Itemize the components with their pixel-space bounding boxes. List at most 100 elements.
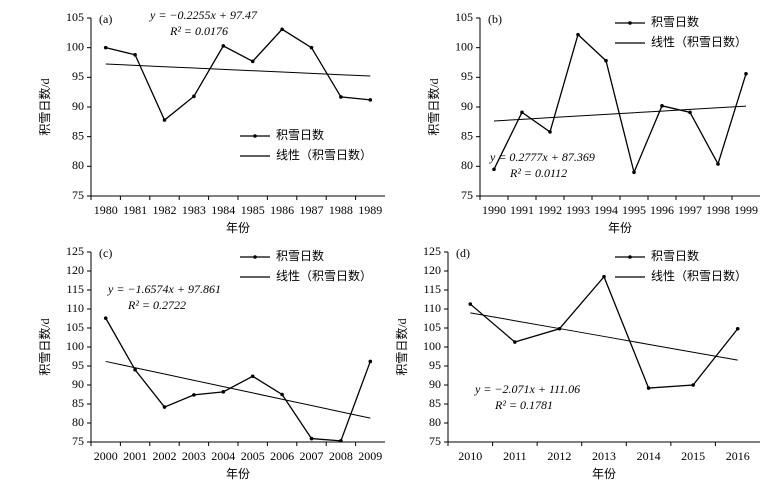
data-point	[744, 71, 748, 76]
y-tick-label: 95	[461, 69, 473, 83]
y-tick-label: 95	[72, 358, 84, 372]
x-axis-label: 年份	[226, 467, 250, 481]
x-tick-label: 2003	[182, 449, 206, 463]
y-tick-label: 100	[66, 339, 84, 353]
y-tick-label: 90	[72, 99, 84, 113]
y-tick-label: 80	[429, 415, 441, 429]
equation: y = 0.2777x + 87.369	[489, 150, 595, 164]
y-tick-label: 100	[66, 39, 84, 53]
legend-label: 积雪日数	[651, 14, 699, 29]
x-tick-label: 2011	[503, 449, 527, 463]
x-tick-label: 2007	[300, 449, 324, 463]
data-point	[735, 326, 740, 331]
equation: y = −0.2255x + 97.47	[149, 8, 258, 22]
y-axis-label: 积雪日数/d	[394, 318, 409, 375]
y-tick-label: 80	[461, 158, 473, 172]
data-line	[493, 33, 747, 175]
x-tick-label: 1993	[566, 203, 590, 217]
legend-marker	[253, 134, 257, 138]
equation: R² = 0.1781	[494, 398, 553, 412]
panel-label: (d)	[456, 246, 470, 260]
y-tick-label: 75	[429, 434, 441, 448]
legend-label: 线性（积雪日数）	[651, 34, 747, 49]
y-tick-label: 100	[423, 339, 441, 353]
panel-label: (b)	[488, 12, 502, 26]
x-tick-label: 1994	[594, 203, 618, 217]
data-point	[716, 162, 720, 166]
data-line	[469, 275, 739, 389]
x-tick-label: 1995	[622, 203, 646, 217]
data-point	[513, 340, 517, 344]
legend-marker	[253, 255, 257, 259]
data-point	[250, 59, 255, 64]
data-point	[192, 393, 196, 397]
x-tick-label: 2009	[358, 449, 382, 463]
y-tick-label: 100	[455, 39, 473, 53]
y-tick-label: 125	[66, 244, 84, 258]
legend-label: 积雪日数	[276, 127, 324, 142]
data-point	[162, 405, 167, 409]
x-tick-label: 1989	[358, 203, 382, 217]
x-tick-label: 2002	[153, 449, 177, 463]
data-point	[250, 374, 255, 379]
legend-marker	[628, 21, 632, 25]
x-tick-label: 1996	[650, 203, 674, 217]
y-tick-label: 105	[66, 320, 84, 334]
data-point	[602, 274, 606, 279]
data-point	[548, 130, 552, 134]
data-point	[520, 110, 524, 115]
x-tick-label: 1982	[153, 203, 177, 217]
panel-label: (a)	[99, 12, 112, 26]
x-tick-label: 1997	[678, 203, 702, 217]
trend-line	[470, 312, 738, 361]
data-point	[280, 27, 284, 32]
data-point	[133, 368, 137, 372]
data-point	[632, 170, 636, 175]
data-point	[162, 118, 167, 122]
x-tick-label: 2006	[270, 449, 294, 463]
y-tick-label: 120	[423, 263, 441, 277]
data-point	[309, 436, 314, 441]
y-tick-label: 105	[423, 320, 441, 334]
legend-label: 线性（积雪日数）	[651, 268, 747, 283]
data-point	[280, 392, 284, 397]
x-tick-label: 1985	[241, 203, 265, 217]
y-tick-label: 105	[455, 10, 473, 24]
panel-label: (c)	[99, 246, 112, 260]
y-tick-label: 90	[429, 377, 441, 391]
y-axis-label: 积雪日数/d	[426, 78, 441, 135]
x-tick-label: 2000	[94, 449, 118, 463]
y-tick-label: 90	[461, 99, 473, 113]
data-point	[691, 383, 695, 387]
data-point	[576, 32, 580, 37]
trend-line	[493, 105, 747, 122]
x-tick-label: 2012	[547, 449, 571, 463]
x-tick-label: 2008	[329, 449, 353, 463]
data-point	[368, 98, 373, 102]
y-tick-label: 110	[66, 301, 84, 315]
data-point	[339, 439, 343, 443]
x-tick-label: 2004	[211, 449, 235, 463]
data-point	[660, 104, 664, 108]
x-tick-label: 1990	[482, 203, 506, 217]
y-tick-label: 75	[461, 188, 473, 202]
x-tick-label: 2015	[681, 449, 705, 463]
y-tick-label: 80	[72, 158, 84, 172]
y-tick-label: 115	[423, 282, 441, 296]
data-point	[604, 58, 608, 63]
legend-label: 积雪日数	[276, 248, 324, 263]
x-tick-label: 2016	[726, 449, 750, 463]
x-tick-label: 2010	[458, 449, 482, 463]
x-tick-label: 1992	[538, 203, 562, 217]
x-tick-label: 1980	[94, 203, 118, 217]
y-tick-label: 110	[423, 301, 441, 315]
equation: y = −2.071x + 111.06	[474, 382, 580, 396]
x-tick-label: 1984	[211, 203, 235, 217]
x-tick-label: 1986	[270, 203, 294, 217]
y-axis-label: 积雪日数/d	[37, 318, 52, 375]
x-axis-label: 年份	[608, 221, 632, 235]
data-point	[192, 94, 196, 99]
equation: R² = 0.0112	[509, 166, 567, 180]
x-tick-label: 1998	[706, 203, 730, 217]
